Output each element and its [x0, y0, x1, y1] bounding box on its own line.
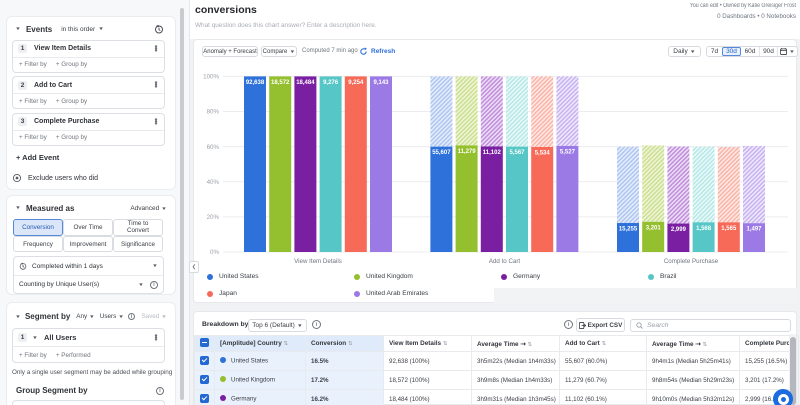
svg-text:5,527: 5,527: [560, 149, 576, 155]
svg-text:1,565: 1,565: [721, 226, 737, 232]
svg-text:18,484: 18,484: [296, 80, 315, 86]
svg-text:5,567: 5,567: [509, 150, 525, 156]
svg-text:2,999: 2,999: [671, 227, 687, 233]
svg-text:Complete Purchase: Complete Purchase: [664, 258, 719, 265]
svg-text:20%: 20%: [207, 214, 220, 221]
svg-text:3,201: 3,201: [646, 225, 662, 231]
svg-text:60%: 60%: [207, 144, 220, 151]
svg-text:5,534: 5,534: [535, 150, 551, 156]
svg-text:40%: 40%: [207, 179, 220, 186]
svg-text:11,279: 11,279: [458, 149, 477, 155]
svg-text:92,638: 92,638: [246, 80, 265, 86]
svg-text:Add to Cart: Add to Cart: [489, 258, 521, 265]
svg-text:9,143: 9,143: [373, 80, 389, 86]
svg-text:1,497: 1,497: [746, 227, 762, 233]
svg-text:18,572: 18,572: [271, 80, 290, 86]
svg-text:0%: 0%: [210, 249, 219, 256]
svg-text:9,254: 9,254: [348, 80, 364, 86]
svg-text:15,255: 15,255: [619, 227, 638, 233]
svg-text:100%: 100%: [203, 74, 219, 81]
svg-text:55,607: 55,607: [432, 150, 451, 156]
svg-text:1,568: 1,568: [696, 226, 712, 232]
svg-text:11,102: 11,102: [483, 150, 502, 156]
svg-text:80%: 80%: [207, 109, 220, 116]
svg-text:9,276: 9,276: [323, 80, 339, 86]
svg-text:View Item Details: View Item Details: [294, 258, 342, 265]
